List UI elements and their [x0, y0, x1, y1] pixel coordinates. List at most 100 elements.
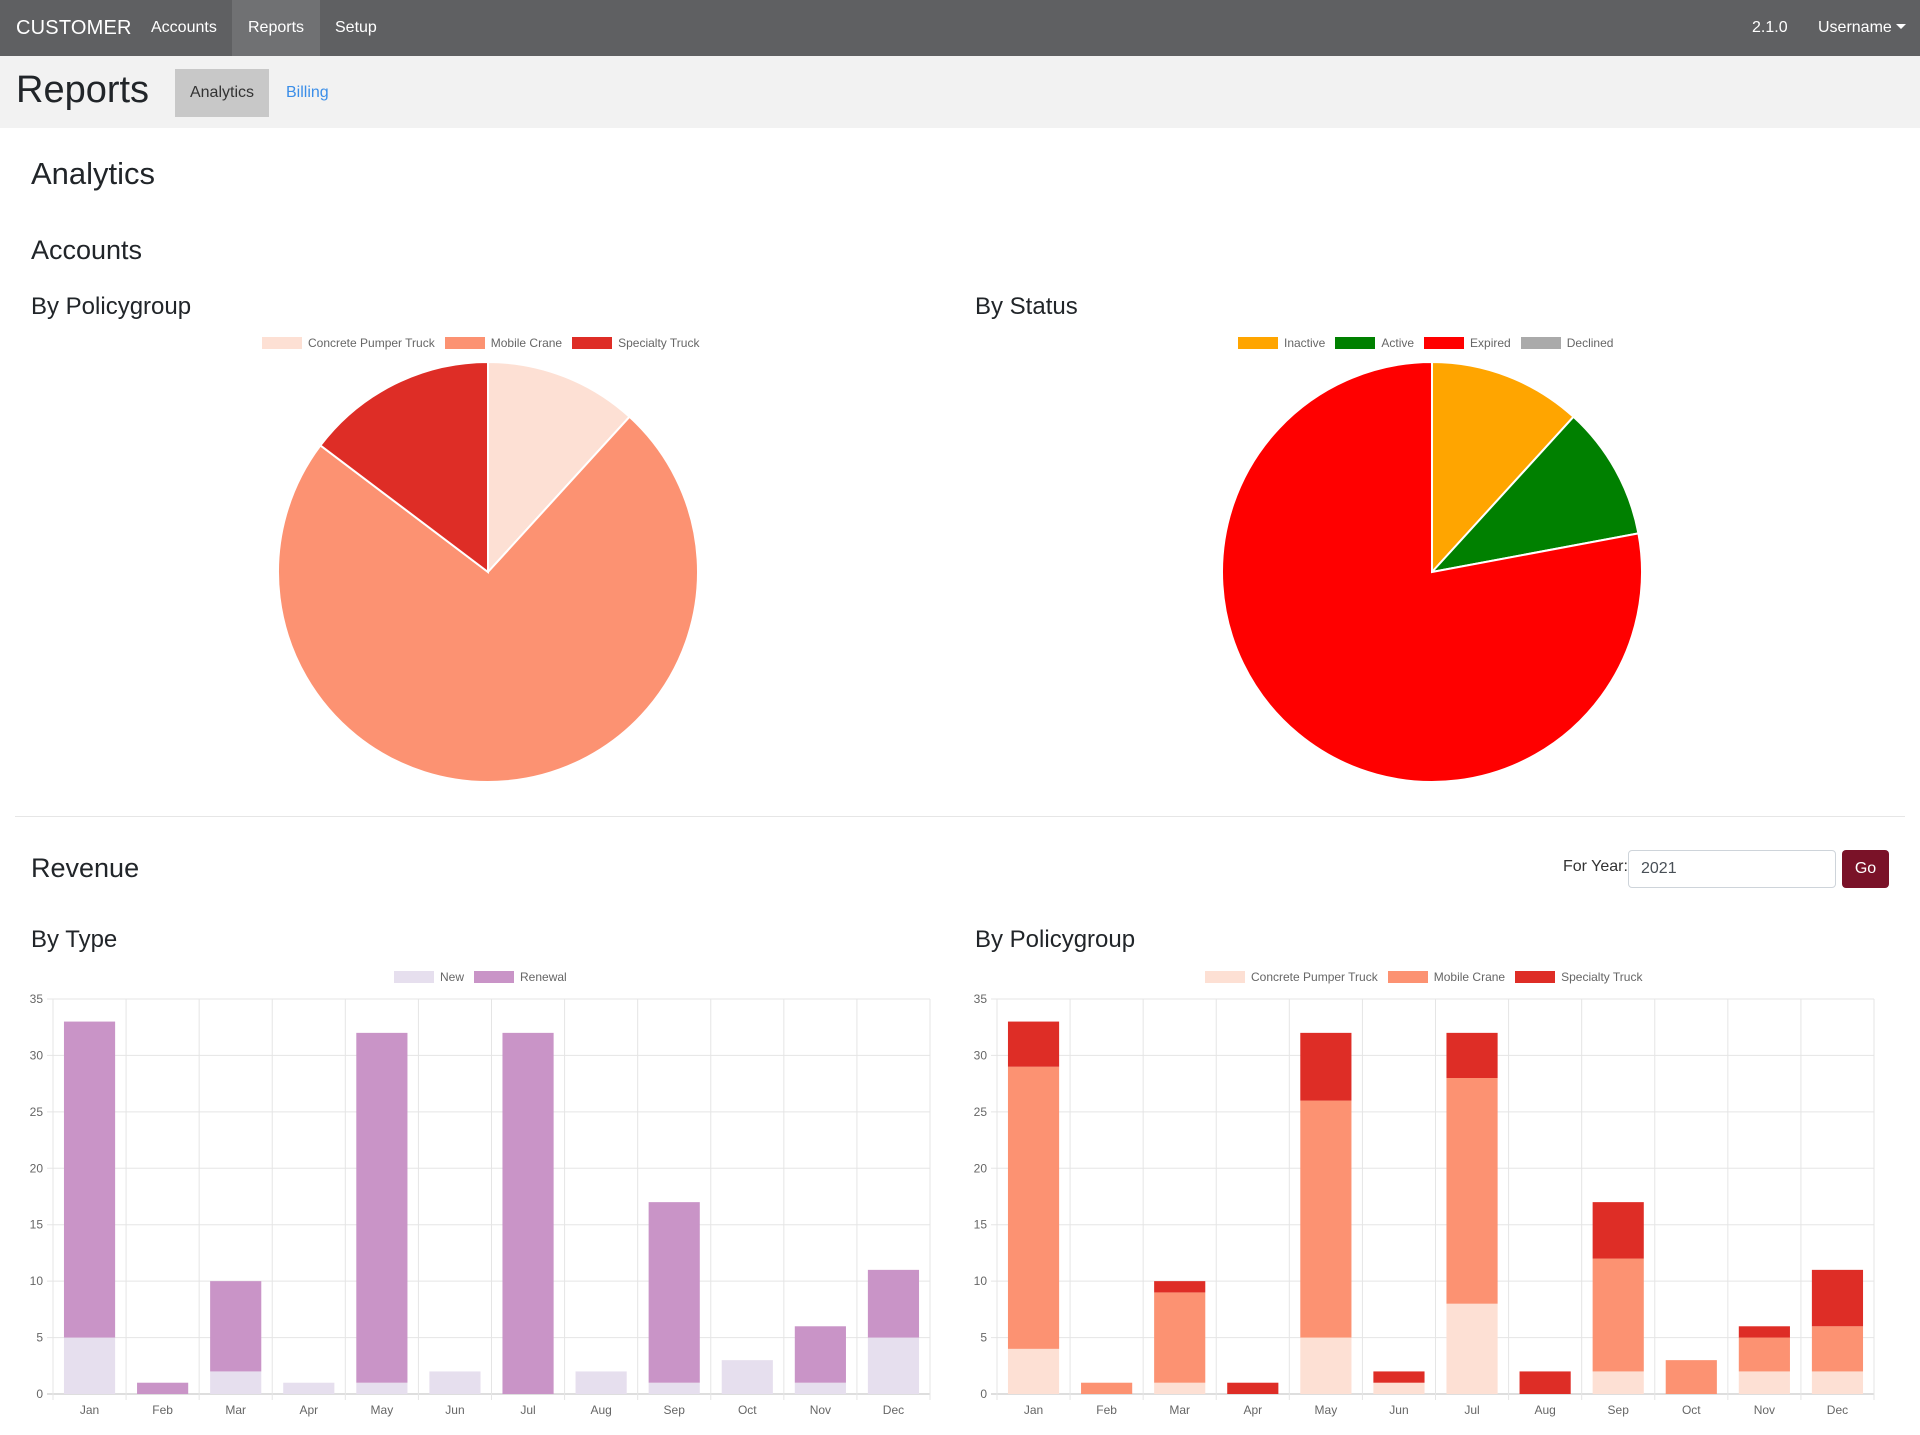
pie-slice-mobile-crane[interactable] [277, 415, 699, 783]
legend-label: Renewal [520, 970, 567, 984]
bar-renewal-may[interactable] [356, 1032, 408, 1383]
legend-item-active[interactable]: Active [1335, 336, 1414, 350]
bar-new-may[interactable] [356, 1382, 408, 1394]
y-tick-label: 20 [30, 1161, 44, 1175]
bar-new-jan[interactable] [63, 1337, 116, 1394]
bar-concrete-pumper-truck-may[interactable] [1300, 1337, 1352, 1394]
bar-specialty-truck-jun[interactable] [1373, 1371, 1425, 1383]
bar-specialty-truck-sep[interactable] [1592, 1202, 1644, 1259]
bar-new-apr[interactable] [283, 1382, 335, 1394]
tab-analytics[interactable]: Analytics [175, 69, 269, 117]
x-tick-label: Aug [590, 1403, 611, 1417]
bar-specialty-truck-mar[interactable] [1154, 1281, 1206, 1293]
x-tick-label: Nov [810, 1403, 831, 1417]
legend-item-specialty-truck[interactable]: Specialty Truck [1515, 970, 1642, 984]
nav-item-reports[interactable]: Reports [232, 0, 321, 56]
bar-specialty-truck-jul[interactable] [1446, 1032, 1498, 1078]
bar-new-nov[interactable] [794, 1382, 846, 1394]
legend-item-mobile-crane[interactable]: Mobile Crane [1387, 970, 1506, 984]
bar-mobile-crane-sep[interactable] [1592, 1258, 1644, 1372]
legend-item-inactive[interactable]: Inactive [1238, 336, 1325, 350]
bar-specialty-truck-apr[interactable] [1227, 1382, 1279, 1394]
legend-item-concrete-pumper-truck[interactable]: Concrete Pumper Truck [262, 336, 435, 350]
bar-new-oct[interactable] [721, 1360, 773, 1394]
bar-new-sep[interactable] [648, 1382, 700, 1394]
y-tick-label: 5 [980, 1331, 987, 1345]
bar-specialty-truck-jan[interactable] [1007, 1021, 1060, 1067]
bar-new-aug[interactable] [575, 1371, 627, 1394]
bar-concrete-pumper-truck-dec[interactable] [1811, 1371, 1864, 1394]
pie-slice-specialty-truck[interactable] [319, 360, 489, 575]
legend-swatch [1515, 971, 1556, 983]
bar-mobile-crane-jan[interactable] [1007, 1066, 1060, 1349]
bar-mobile-crane-oct[interactable] [1665, 1360, 1717, 1394]
pie-slice-expired[interactable] [1221, 360, 1643, 783]
y-tick-label: 0 [980, 1387, 987, 1401]
pie-slice-active[interactable] [1429, 415, 1640, 574]
bar-specialty-truck-nov[interactable] [1738, 1326, 1790, 1338]
user-menu[interactable]: Username [1818, 0, 1906, 56]
x-tick-label: Jul [1464, 1403, 1479, 1417]
bar-mobile-crane-nov[interactable] [1738, 1337, 1790, 1372]
legend-item-mobile-crane[interactable]: Mobile Crane [444, 336, 562, 350]
legend-item-expired[interactable]: Expired [1424, 336, 1511, 350]
bar-specialty-truck-aug[interactable] [1519, 1371, 1571, 1394]
legend-item-specialty-truck[interactable]: Specialty Truck [572, 336, 699, 350]
bar-specialty-truck-may[interactable] [1300, 1032, 1352, 1101]
legend-item-new[interactable]: New [394, 970, 464, 984]
bar-new-dec[interactable] [867, 1337, 920, 1394]
bar-concrete-pumper-truck-sep[interactable] [1592, 1371, 1644, 1394]
y-tick-label: 0 [36, 1387, 43, 1401]
legend-swatch [1205, 971, 1245, 983]
legend-item-declined[interactable]: Declined [1520, 336, 1613, 350]
bar-renewal-jan[interactable] [63, 1021, 116, 1338]
bar-renewal-sep[interactable] [648, 1202, 700, 1383]
bar-mobile-crane-dec[interactable] [1811, 1326, 1864, 1372]
bar-mobile-crane-may[interactable] [1300, 1100, 1352, 1338]
bar-renewal-dec[interactable] [867, 1269, 920, 1338]
pie-slice-inactive[interactable] [1431, 360, 1575, 575]
bar-new-jun[interactable] [429, 1371, 481, 1394]
bar-concrete-pumper-truck-mar[interactable] [1154, 1382, 1206, 1394]
y-tick-label: 10 [974, 1274, 988, 1288]
bar-renewal-mar[interactable] [210, 1281, 262, 1372]
year-filter-label: For Year: [1563, 858, 1628, 875]
legend-accounts-policygroup: Concrete Pumper Truck Mobile Crane Special… [262, 336, 699, 350]
brand-logo[interactable]: CUSTOMER [16, 17, 132, 39]
year-input[interactable] [1628, 850, 1836, 888]
bar-renewal-feb[interactable] [137, 1382, 189, 1394]
legend-item-renewal[interactable]: Renewal [474, 970, 567, 984]
x-tick-label: Jun [445, 1403, 464, 1417]
bar-mobile-crane-jul[interactable] [1446, 1078, 1498, 1304]
version-label: 2.1.0 [1752, 19, 1788, 36]
bar-concrete-pumper-truck-jul[interactable] [1446, 1303, 1498, 1394]
x-tick-label: Jan [80, 1403, 99, 1417]
nav-item-setup[interactable]: Setup [335, 19, 377, 36]
bar-renewal-nov[interactable] [794, 1326, 846, 1383]
bar-mobile-crane-feb[interactable] [1081, 1382, 1133, 1394]
y-tick-label: 30 [974, 1048, 988, 1062]
legend-swatch [444, 337, 485, 349]
x-tick-label: Mar [1169, 1403, 1190, 1417]
bar-renewal-jul[interactable] [502, 1032, 554, 1394]
caret-down-icon [1895, 24, 1906, 29]
legend-revenue-type: New Renewal [394, 970, 567, 984]
x-tick-label: Dec [883, 1403, 904, 1417]
bar-concrete-pumper-truck-jun[interactable] [1373, 1382, 1425, 1394]
go-button[interactable]: Go [1842, 850, 1889, 888]
bar-mobile-crane-mar[interactable] [1154, 1292, 1206, 1383]
bar-specialty-truck-dec[interactable] [1811, 1269, 1864, 1327]
legend-label: Active [1381, 336, 1415, 350]
nav-item-accounts[interactable]: Accounts [151, 19, 217, 36]
bar-concrete-pumper-truck-nov[interactable] [1738, 1371, 1790, 1394]
y-tick-label: 15 [30, 1218, 44, 1232]
bar-new-mar[interactable] [210, 1371, 262, 1394]
legend-label: New [440, 970, 465, 984]
legend-label: Mobile Crane [1433, 970, 1506, 984]
pie-slice-concrete-pumper-truck[interactable] [487, 360, 631, 575]
tab-billing[interactable]: Billing [286, 84, 329, 101]
bar-concrete-pumper-truck-jan[interactable] [1007, 1348, 1060, 1394]
x-tick-label: Aug [1534, 1403, 1555, 1417]
legend-item-concrete-pumper-truck[interactable]: Concrete Pumper Truck [1205, 970, 1378, 984]
x-tick-label: Mar [225, 1403, 246, 1417]
